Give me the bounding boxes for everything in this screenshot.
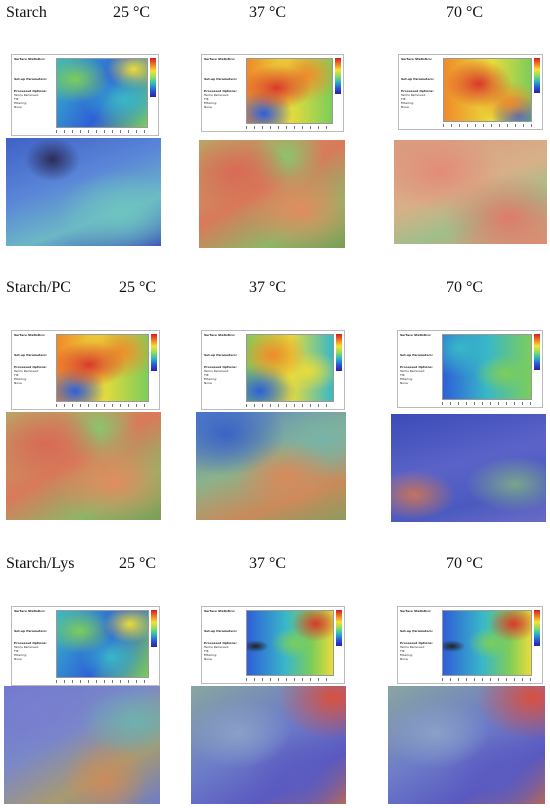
afm-3d-surface-image (388, 686, 545, 804)
temp-label-starch-pc-37: 37 °C (249, 279, 287, 296)
afm-3d-surface-image (394, 140, 547, 244)
colorbar (534, 610, 540, 647)
surface-statistics-text: Surface Statistics: Set-up Parameters: P… (14, 333, 47, 385)
colorbar (151, 610, 157, 648)
afm-stats-panel: Surface Statistics: Set-up Parameters: P… (11, 606, 160, 686)
row-label-starch-pc: Starch/PC (6, 279, 71, 296)
height-map (56, 334, 149, 402)
surface-statistics-text: Surface Statistics: Set-up Parameters: P… (204, 333, 237, 385)
afm-stats-panel: Surface Statistics: Set-up Parameters: P… (398, 54, 543, 130)
x-axis-ticks (56, 680, 149, 683)
surface-statistics-text: Surface Statistics: Set-up Parameters: P… (14, 57, 47, 109)
height-map (56, 610, 149, 678)
x-axis-ticks (246, 404, 334, 407)
afm-stats-panel: Surface Statistics: Set-up Parameters: P… (397, 330, 543, 408)
temp-label-starch-lys-25: 25 °C (119, 555, 157, 572)
surface-statistics-text: Surface Statistics: Set-up Parameters: P… (14, 609, 47, 661)
x-axis-ticks (246, 126, 333, 129)
x-axis-ticks (56, 130, 148, 133)
afm-stats-panel: Surface Statistics: Set-up Parameters: P… (11, 54, 159, 136)
colorbar (151, 334, 157, 372)
row-label-starch-lys: Starch/Lys (6, 555, 75, 572)
height-map (56, 58, 148, 128)
colorbar (150, 58, 156, 97)
x-axis-ticks (56, 404, 149, 407)
afm-stats-panel: Surface Statistics: Set-up Parameters: P… (201, 54, 344, 132)
colorbar (336, 334, 342, 372)
row-label-starch: Starch (6, 4, 47, 21)
afm-3d-surface-image (6, 412, 161, 520)
afm-stats-panel: Surface Statistics: Set-up Parameters: P… (11, 330, 160, 410)
afm-3d-surface-image (196, 412, 346, 520)
temp-label-starch-70: 70 °C (446, 4, 484, 21)
temp-label-starch-37: 37 °C (249, 4, 287, 21)
temp-label-starch-lys-70: 70 °C (446, 555, 484, 572)
x-axis-ticks (442, 402, 532, 405)
x-axis-ticks (442, 678, 532, 681)
afm-3d-surface-image (4, 686, 160, 804)
colorbar (534, 58, 540, 94)
afm-3d-surface-image (199, 140, 345, 248)
temp-label-starch-pc-70: 70 °C (446, 279, 484, 296)
colorbar (336, 610, 342, 647)
afm-stats-panel: Surface Statistics: Set-up Parameters: P… (201, 606, 345, 684)
afm-stats-panel: Surface Statistics: Set-up Parameters: P… (201, 330, 345, 410)
afm-3d-surface-image (391, 414, 546, 522)
height-map (246, 610, 334, 676)
x-axis-ticks (246, 678, 334, 681)
height-map (442, 610, 532, 676)
temp-label-starch-pc-25: 25 °C (119, 279, 157, 296)
height-map (246, 58, 333, 124)
afm-stats-panel: Surface Statistics: Set-up Parameters: P… (397, 606, 543, 684)
temp-label-starch-lys-37: 37 °C (249, 555, 287, 572)
afm-3d-surface-image (6, 138, 161, 246)
surface-statistics-text: Surface Statistics: Set-up Parameters: P… (204, 57, 237, 109)
height-map (443, 58, 532, 122)
x-axis-ticks (443, 124, 532, 127)
temp-label-starch-25: 25 °C (113, 4, 151, 21)
surface-statistics-text: Surface Statistics: Set-up Parameters: P… (401, 57, 434, 109)
surface-statistics-text: Surface Statistics: Set-up Parameters: P… (204, 609, 237, 661)
colorbar (534, 334, 540, 371)
height-map (442, 334, 532, 400)
colorbar (335, 58, 341, 95)
surface-statistics-text: Surface Statistics: Set-up Parameters: P… (400, 333, 433, 385)
surface-statistics-text: Surface Statistics: Set-up Parameters: P… (400, 609, 433, 661)
height-map (246, 334, 334, 402)
afm-3d-surface-image (191, 686, 346, 804)
